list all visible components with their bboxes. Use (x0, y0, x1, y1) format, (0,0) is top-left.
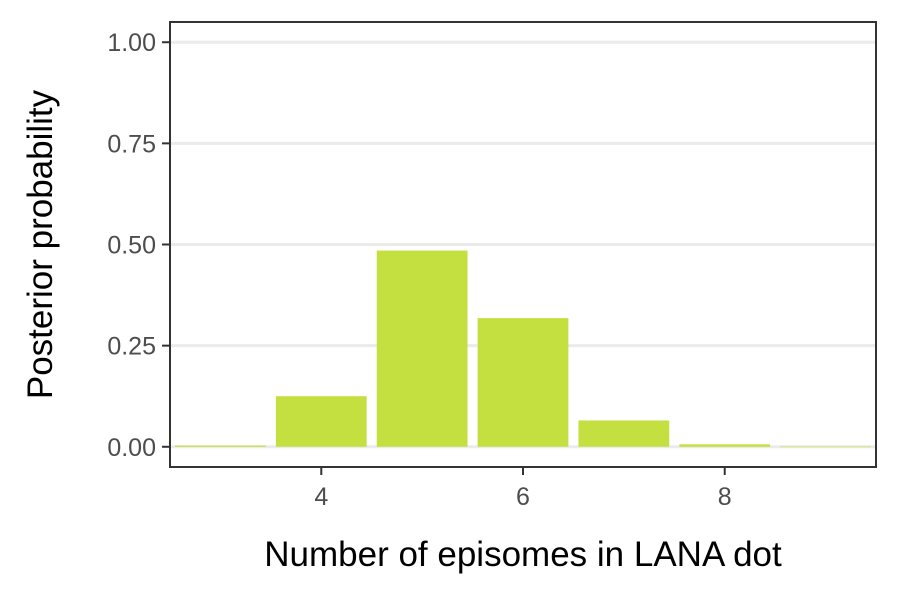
y-axis-title: Posterior probability (21, 89, 60, 399)
bars (175, 250, 871, 448)
bar-5 (376, 250, 468, 447)
x-tick-label-1: 6 (516, 483, 530, 511)
y-tick-label-2: 0.50 (107, 232, 156, 260)
y-tick-label-0: 0.00 (107, 434, 156, 462)
y-tick-label-4: 1.00 (107, 29, 156, 57)
x-axis-title: Number of episomes in LANA dot (264, 535, 782, 574)
axis-ticks: 0.00 0.25 0.50 0.75 1.00 4 6 8 (107, 29, 731, 511)
bar-9 (780, 446, 871, 448)
y-tick-label-3: 0.75 (107, 130, 156, 158)
bar-8 (679, 444, 771, 447)
y-tick-label-1: 0.25 (107, 333, 156, 361)
bar-6 (477, 318, 569, 447)
x-tick-label-2: 8 (718, 483, 732, 511)
bar-4 (275, 396, 367, 447)
x-tick-label-0: 4 (314, 483, 328, 511)
bar-3 (175, 445, 266, 447)
bar-7 (578, 420, 670, 447)
